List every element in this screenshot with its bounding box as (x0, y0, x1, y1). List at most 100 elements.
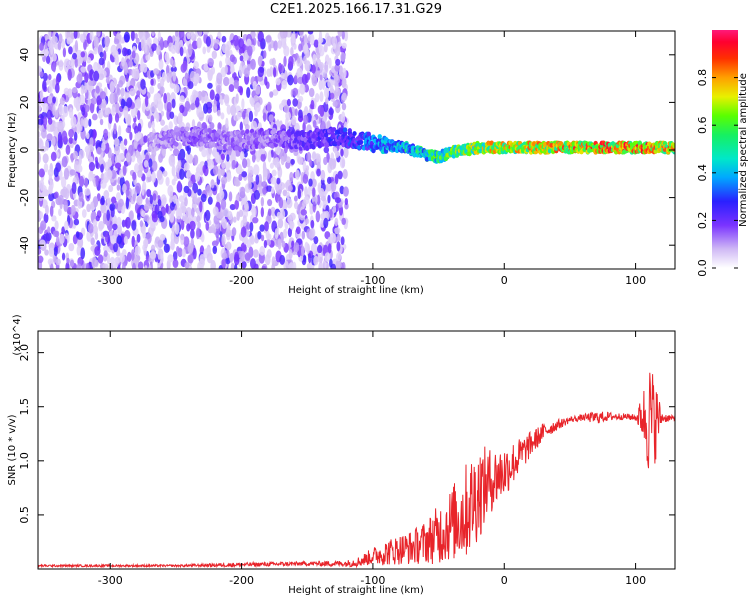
x-tick-label: -300 (98, 574, 123, 587)
heatmap-cell (143, 214, 150, 222)
heatmap-cell (116, 216, 122, 228)
heatmap-cell (276, 177, 281, 185)
heatmap-cell (121, 57, 125, 67)
heatmap-cell (194, 96, 200, 108)
heatmap-cell (337, 170, 343, 180)
heatmap-cell (76, 263, 82, 269)
heatmap-cell (225, 50, 230, 58)
heatmap-cell (314, 93, 320, 103)
heatmap-cell (177, 180, 182, 192)
heatmap-cell (309, 205, 314, 215)
heatmap-cell (298, 109, 303, 119)
heatmap-cell (286, 98, 291, 107)
heatmap-cell (65, 262, 70, 269)
heatmap-cell (205, 184, 211, 194)
heatmap-cell (185, 126, 190, 132)
heatmap-cell (101, 99, 107, 108)
heatmap-cell (178, 31, 185, 41)
heatmap-cell (212, 103, 218, 114)
heatmap-cell (172, 259, 179, 269)
heatmap-cell (67, 68, 72, 81)
heatmap-cell (254, 263, 259, 269)
heatmap-cell (157, 210, 163, 219)
heatmap-cell (179, 104, 185, 114)
heatmap-cell (149, 221, 156, 229)
heatmap-cell (240, 226, 247, 238)
heatmap-cell (221, 43, 228, 54)
heatmap-cell (143, 238, 149, 248)
heatmap-cell (279, 254, 286, 265)
heatmap-cell (292, 98, 298, 107)
snr-y-multiplier: (x10^4) (12, 314, 23, 355)
heatmap-cell (129, 131, 133, 141)
heatmap-cell (318, 187, 325, 198)
heatmap-cell (239, 250, 246, 263)
heatmap-cell (207, 82, 213, 89)
heatmap-cell (297, 156, 304, 165)
heatmap-cell (136, 96, 141, 108)
heatmap-cell (217, 122, 222, 132)
heatmap-cell (149, 194, 153, 205)
spectrogram-heatmap (38, 31, 675, 269)
heatmap-cell (93, 70, 100, 82)
heatmap-cell (173, 84, 180, 94)
heatmap-cell (285, 111, 292, 121)
heatmap-cell (52, 53, 57, 62)
heatmap-cell (251, 206, 257, 218)
heatmap-cell (186, 223, 191, 232)
heatmap-cell (302, 198, 307, 208)
heatmap-cell (164, 52, 170, 62)
heatmap-cell (274, 145, 281, 155)
heatmap-cell (131, 249, 135, 262)
heatmap-cell (220, 198, 227, 210)
heatmap-cell (332, 100, 338, 107)
heatmap-cell (179, 95, 185, 103)
heatmap-cell (98, 57, 105, 66)
heatmap-cell (315, 70, 320, 79)
heatmap-cell (377, 134, 382, 139)
heatmap-cell (178, 195, 185, 203)
heatmap-cell (260, 196, 265, 207)
heatmap-cell (140, 39, 145, 52)
heatmap-cell (287, 74, 294, 86)
heatmap-cell (47, 258, 54, 266)
heatmap-cell (113, 243, 118, 253)
heatmap-cell (266, 101, 272, 113)
heatmap-cell (220, 98, 224, 106)
heatmap-cell (342, 169, 348, 180)
heatmap-cell (50, 263, 54, 269)
heatmap-cell (68, 107, 74, 119)
heatmap-cell (323, 42, 328, 53)
x-tick-label: 0 (501, 274, 508, 287)
heatmap-cell (310, 99, 315, 110)
heatmap-cell (283, 55, 287, 67)
heatmap-cell (243, 237, 248, 245)
heatmap-cell (66, 37, 72, 45)
heatmap-cell (303, 34, 308, 46)
heatmap-cell (297, 57, 301, 64)
heatmap-cell (123, 138, 128, 146)
heatmap-cell (288, 248, 293, 260)
heatmap-cell (217, 31, 222, 39)
heatmap-cell (302, 121, 306, 133)
heatmap-cell (88, 118, 92, 127)
snr-series-line (38, 372, 675, 569)
heatmap-cell (198, 31, 203, 37)
heatmap-cell (123, 236, 128, 245)
heatmap-cell (308, 87, 315, 98)
heatmap-cell (125, 216, 131, 229)
heatmap-cell (116, 184, 121, 191)
heatmap-cell (214, 151, 220, 164)
heatmap-cell (151, 149, 157, 158)
heatmap-cell (83, 117, 89, 129)
heatmap-cell (334, 217, 339, 227)
heatmap-cell (224, 159, 231, 171)
heatmap-cell (358, 139, 364, 145)
heatmap-cell (263, 50, 267, 59)
heatmap-cell (250, 235, 255, 245)
heatmap-cell (125, 197, 130, 210)
heatmap-cell (64, 188, 70, 200)
heatmap-cell (242, 110, 246, 120)
heatmap-cell (335, 58, 341, 66)
heatmap-cell (262, 166, 268, 178)
